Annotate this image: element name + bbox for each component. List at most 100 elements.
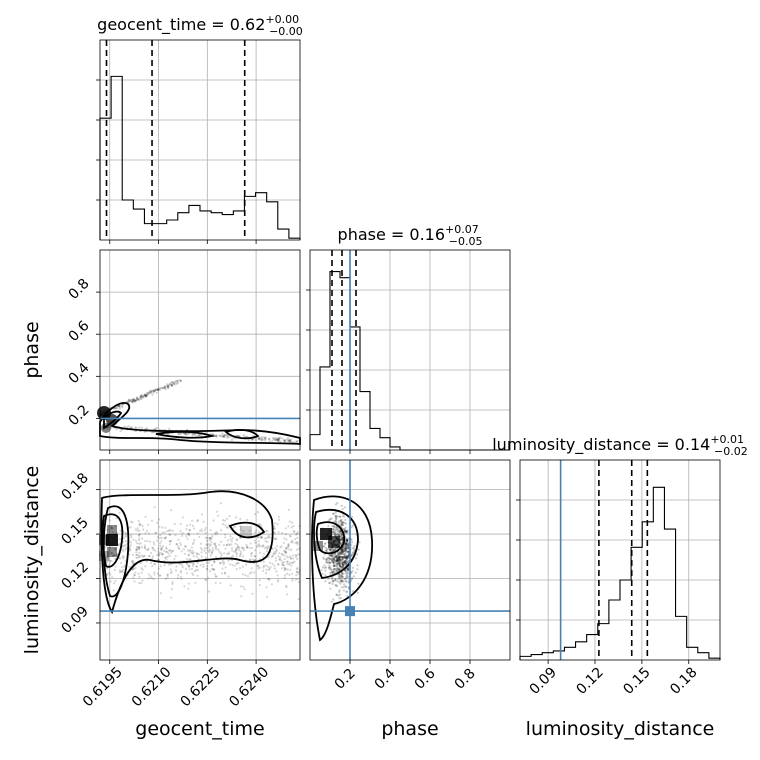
sample-point (284, 438, 287, 442)
sample-point (221, 435, 225, 438)
sample-point (147, 577, 150, 580)
sample-point (280, 559, 283, 562)
sample-point (340, 504, 343, 507)
sample-point (338, 563, 341, 566)
sample-point (166, 576, 169, 579)
sample-point (267, 438, 270, 441)
sample-point (344, 559, 347, 563)
sample-point (135, 548, 138, 551)
sample-point (205, 567, 208, 570)
sample-point (334, 584, 337, 587)
sample-point (222, 563, 225, 566)
sample-point (190, 551, 193, 554)
sample-point (343, 506, 346, 509)
sample-point (339, 576, 342, 579)
sample-point (335, 593, 338, 597)
sample-point (179, 432, 182, 435)
sample-point (340, 550, 343, 554)
sample-point (331, 530, 335, 533)
sample-point (342, 579, 345, 583)
sample-point (163, 537, 166, 540)
sample-point (179, 380, 182, 383)
sample-point (191, 549, 194, 552)
sample-point (266, 547, 269, 551)
sample-point (267, 578, 270, 581)
sample-point (239, 525, 242, 528)
sample-point (267, 556, 270, 559)
sample-point (147, 573, 151, 576)
sample-point (108, 546, 111, 549)
sample-point (186, 562, 189, 566)
sample-point (203, 547, 206, 550)
sample-point (210, 536, 213, 539)
sample-point (164, 536, 168, 539)
sample-point (332, 512, 335, 516)
sample-point (127, 400, 130, 403)
sample-point (145, 560, 148, 563)
contour-inner (155, 430, 216, 439)
sample-point (264, 572, 268, 575)
sample-point (332, 524, 335, 528)
sample-point (124, 548, 127, 551)
sample-point (286, 560, 289, 563)
sample-point (276, 523, 279, 526)
sample-point (147, 532, 151, 535)
sample-point (118, 407, 121, 410)
sample-point (334, 533, 337, 536)
sample-point (296, 543, 299, 546)
sample-point (335, 565, 338, 568)
sample-point (343, 559, 346, 563)
sample-point (156, 554, 159, 557)
sample-point (345, 551, 348, 554)
sample-point (219, 434, 222, 437)
sample-point (334, 559, 337, 562)
sample-point (340, 565, 343, 568)
sample-point (331, 571, 334, 574)
sample-point (346, 529, 349, 533)
sample-point (342, 550, 345, 554)
sample-point (331, 554, 334, 558)
sample-point (336, 563, 339, 566)
sample-point (327, 566, 330, 569)
sample-point (115, 554, 118, 557)
sample-point (330, 570, 333, 574)
sample-point (326, 557, 329, 560)
sample-point (114, 406, 117, 409)
sample-point (144, 565, 147, 568)
sample-point (138, 554, 141, 557)
sample-point (341, 565, 344, 569)
sample-point (337, 556, 340, 559)
sample-point (145, 529, 148, 533)
sample-point (272, 436, 275, 439)
sample-point (170, 539, 173, 543)
sample-point (334, 548, 337, 551)
sample-point (153, 389, 156, 392)
sample-point (294, 538, 297, 541)
sample-point (338, 555, 341, 558)
sample-point (351, 566, 354, 569)
sample-point (351, 576, 354, 580)
sample-point (274, 547, 277, 550)
sample-point (296, 541, 299, 544)
sample-point (264, 540, 267, 543)
sample-point (324, 566, 328, 569)
sample-point (208, 570, 212, 573)
sample-point (285, 560, 289, 564)
sample-point (184, 545, 187, 548)
sample-point (341, 548, 344, 551)
sample-point (134, 426, 137, 429)
sample-point (291, 521, 294, 524)
sample-point (343, 556, 346, 559)
sample-point (341, 555, 344, 558)
sample-point (248, 572, 251, 575)
sample-point (257, 540, 260, 543)
sample-point (347, 547, 350, 550)
x-tick-label: 0.2 (332, 666, 359, 693)
sample-point (154, 549, 157, 552)
sample-point (110, 526, 113, 529)
sample-point (344, 577, 347, 581)
sample-point (149, 389, 152, 392)
sample-point (167, 552, 170, 555)
sample-point (335, 563, 338, 566)
sample-point (114, 579, 117, 583)
